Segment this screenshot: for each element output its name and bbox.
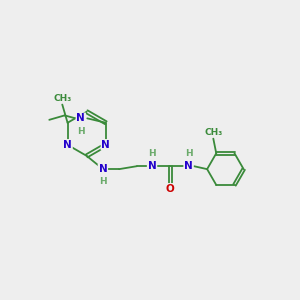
Text: N: N [101, 140, 110, 150]
Text: H: H [77, 127, 85, 136]
Text: N: N [148, 161, 156, 171]
Text: N: N [63, 140, 72, 150]
Text: N: N [76, 113, 85, 123]
Text: N: N [98, 164, 107, 174]
Text: CH₃: CH₃ [53, 94, 71, 103]
Text: H: H [99, 177, 107, 186]
Text: H: H [148, 149, 156, 158]
Text: CH₃: CH₃ [204, 128, 222, 136]
Text: N: N [184, 161, 193, 171]
Text: O: O [166, 184, 175, 194]
Text: H: H [185, 149, 192, 158]
